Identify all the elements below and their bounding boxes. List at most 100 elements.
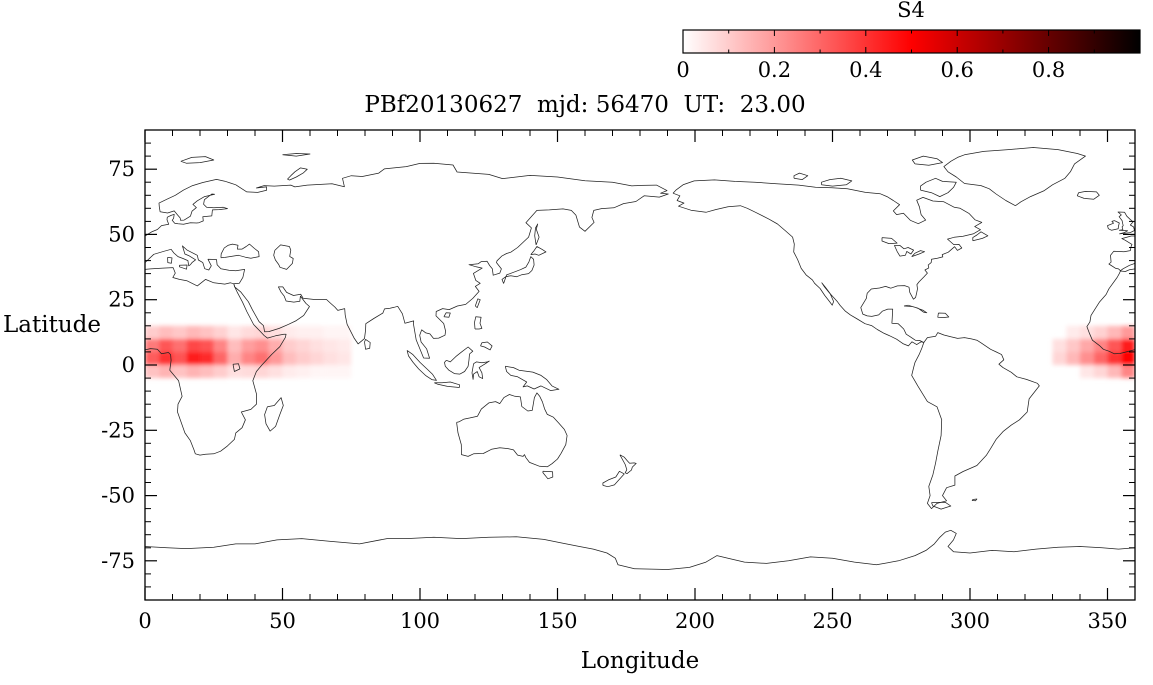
coastlines-layer <box>145 147 1135 570</box>
heatmap-cell <box>310 338 324 352</box>
heatmap-cell <box>323 338 338 352</box>
coastline-black-sea <box>220 243 260 259</box>
heatmap-cell <box>200 351 214 365</box>
heatmap-cell <box>323 351 338 365</box>
y-tick-label: 25 <box>108 288 135 312</box>
y-axis-label: Latitude <box>3 312 101 338</box>
y-tick-label: -25 <box>101 418 135 442</box>
coastline-great-britain <box>1117 211 1135 235</box>
coastline-victoria-island <box>821 177 853 187</box>
coastline-mediterranean-north <box>145 245 245 288</box>
heatmap-cell <box>213 338 228 352</box>
coastline-antarctica <box>145 529 1135 570</box>
heatmap-cell <box>337 365 352 379</box>
colorbar-tick-label: 0.6 <box>940 58 973 82</box>
y-tick-label: -50 <box>101 484 135 508</box>
heatmap-cell <box>1107 365 1122 379</box>
heatmap-cells <box>145 325 1135 379</box>
heatmap-cell <box>337 338 352 352</box>
coastline-ellesmere <box>911 155 943 166</box>
coastline-iberia-france-west <box>1108 235 1135 272</box>
coastline-franz-josef <box>282 153 311 157</box>
coastline-taiwan <box>474 298 481 308</box>
heatmap-cell <box>323 325 338 339</box>
heatmap-cell <box>241 325 256 339</box>
heatmap-cell <box>1093 351 1108 365</box>
heatmap-cell <box>310 325 324 339</box>
heatmap-cell <box>172 325 187 339</box>
coastline-banks-island <box>793 172 809 180</box>
x-tick-label: 150 <box>537 609 577 633</box>
heatmap-cell <box>145 365 159 379</box>
coastline-falklands <box>971 498 978 502</box>
coastline-lake-superior <box>881 237 898 244</box>
heatmap-cell <box>296 325 311 339</box>
x-tick-label: 200 <box>675 609 715 633</box>
coastline-north-america <box>672 179 983 347</box>
heatmap-cell <box>282 325 297 339</box>
heatmap-cell <box>282 365 297 379</box>
heatmap-cell <box>1107 338 1122 352</box>
heatmap-cell <box>145 325 159 339</box>
heatmap-cell <box>158 351 173 365</box>
heatmap-cell <box>1052 351 1067 365</box>
heatmap-cell <box>296 338 311 352</box>
coastline-hispaniola <box>937 312 950 318</box>
heatmap-cell <box>1093 325 1108 339</box>
heatmap-cell <box>1093 365 1108 379</box>
heatmap-layer <box>145 325 1135 379</box>
coastline-sri-lanka <box>364 339 371 350</box>
heatmap-cell <box>200 325 214 339</box>
x-tick-label: 350 <box>1087 609 1127 633</box>
colorbar-gradient-bar <box>683 30 1140 53</box>
x-axis-label: Longitude <box>581 648 699 674</box>
coastline-newfoundland <box>972 231 989 242</box>
heatmap-cell <box>1121 365 1135 379</box>
coastline-cuba <box>903 304 928 314</box>
heatmap-cell <box>186 325 201 339</box>
x-tick-label: 50 <box>269 609 296 633</box>
coastline-japan-honshu <box>501 256 535 284</box>
heatmap-cell <box>227 338 242 352</box>
heatmap-cell <box>213 365 228 379</box>
coastline-africa-east <box>145 267 287 456</box>
coastline-novaya-zemlya <box>287 167 308 181</box>
coastline-sardinia <box>167 257 173 264</box>
coastline-lake-victoria <box>232 363 241 372</box>
coastline-new-zealand-north <box>619 454 637 474</box>
heatmap-cell <box>200 365 214 379</box>
colorbar-frame <box>682 29 1141 54</box>
heatmap-cell <box>241 338 256 352</box>
heatmap-cell <box>323 365 338 379</box>
coastline-luzon <box>474 316 483 330</box>
coastline-baffin-island <box>920 177 957 197</box>
coastline-svalbard <box>180 156 215 164</box>
heatmap-cell <box>145 338 159 352</box>
coastline-ireland <box>1107 220 1120 231</box>
heatmap-cell <box>1066 325 1081 339</box>
coastline-new-zealand-south <box>602 470 625 488</box>
heatmap-cell <box>268 365 283 379</box>
colorbar-tick-label: 0.2 <box>758 58 791 82</box>
y-tick-label: 0 <box>122 353 135 377</box>
coastline-eurasia-main <box>145 162 669 359</box>
coastline-madagascar <box>264 397 284 432</box>
heatmap-cell <box>158 365 173 379</box>
coastline-tierra-del-fuego <box>931 501 952 510</box>
coastline-sumatra <box>406 350 437 381</box>
heatmap-cell <box>296 365 311 379</box>
coastline-mindanao <box>480 341 493 351</box>
heatmap-cell <box>186 338 201 352</box>
heatmap-cell <box>241 351 256 365</box>
coastline-java <box>434 381 460 388</box>
heatmap-cell <box>255 338 269 352</box>
coastline-sulawesi <box>471 360 490 380</box>
coastline-hainan <box>443 312 451 318</box>
heatmap-cell <box>282 338 297 352</box>
colorbar-tick-label: 0.8 <box>1032 58 1065 82</box>
heatmap-cell <box>1121 351 1135 365</box>
heatmap-cell <box>158 325 173 339</box>
heatmap-cell <box>145 351 159 365</box>
x-tick-label: 300 <box>950 609 990 633</box>
